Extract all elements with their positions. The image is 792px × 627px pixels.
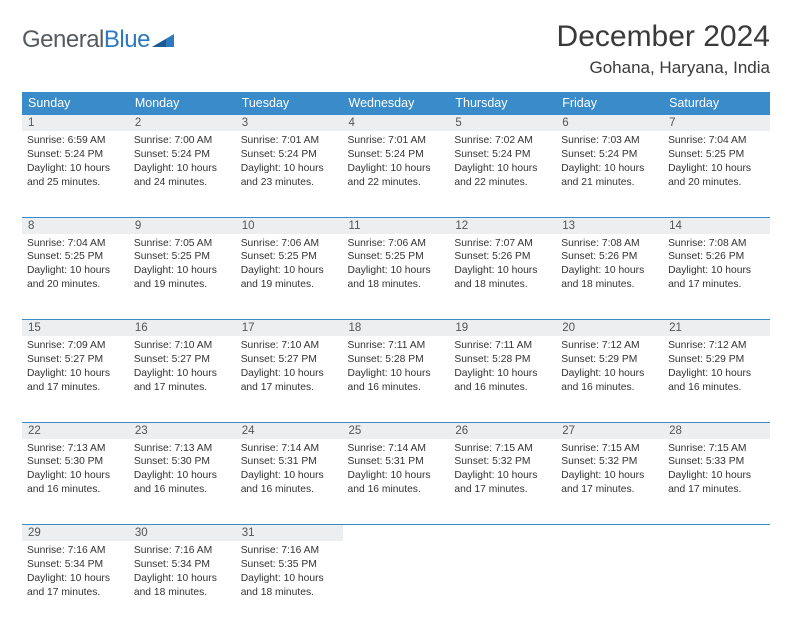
day-content-cell: Sunrise: 7:02 AMSunset: 5:24 PMDaylight:… [449,131,556,217]
day-number-cell: 11 [343,217,450,234]
day-header: Wednesday [343,92,450,115]
day-number-cell: 21 [663,320,770,337]
logo-text-blue: Blue [104,26,150,53]
day-header: Tuesday [236,92,343,115]
day-content-cell: Sunrise: 7:15 AMSunset: 5:33 PMDaylight:… [663,439,770,525]
header: GeneralBlue December 2024 Gohana, Haryan… [22,20,770,78]
day-number-cell: 22 [22,422,129,439]
day-content-cell: Sunrise: 7:13 AMSunset: 5:30 PMDaylight:… [129,439,236,525]
day-number-cell: 17 [236,320,343,337]
day-content-cell [343,541,450,627]
day-number-cell: 10 [236,217,343,234]
day-content-cell: Sunrise: 7:05 AMSunset: 5:25 PMDaylight:… [129,234,236,320]
day-number-cell: 26 [449,422,556,439]
day-number-cell: 19 [449,320,556,337]
day-number-cell [449,525,556,542]
day-content-cell: Sunrise: 7:16 AMSunset: 5:35 PMDaylight:… [236,541,343,627]
day-header: Thursday [449,92,556,115]
day-content-cell: Sunrise: 7:08 AMSunset: 5:26 PMDaylight:… [663,234,770,320]
day-content-cell: Sunrise: 7:11 AMSunset: 5:28 PMDaylight:… [343,336,450,422]
day-number-cell: 7 [663,115,770,132]
day-number-cell: 23 [129,422,236,439]
day-number-row: 15161718192021 [22,320,770,337]
day-content-cell [449,541,556,627]
day-content-cell: Sunrise: 7:11 AMSunset: 5:28 PMDaylight:… [449,336,556,422]
day-content-cell: Sunrise: 7:16 AMSunset: 5:34 PMDaylight:… [129,541,236,627]
logo-text: GeneralBlue [22,26,150,54]
day-content-cell: Sunrise: 7:03 AMSunset: 5:24 PMDaylight:… [556,131,663,217]
day-content-cell: Sunrise: 7:04 AMSunset: 5:25 PMDaylight:… [663,131,770,217]
day-content-row: Sunrise: 7:16 AMSunset: 5:34 PMDaylight:… [22,541,770,627]
day-content-cell [556,541,663,627]
day-number-cell: 29 [22,525,129,542]
day-number-cell: 2 [129,115,236,132]
month-title: December 2024 [557,20,770,54]
day-content-cell [663,541,770,627]
day-number-row: 293031 [22,525,770,542]
day-content-cell: Sunrise: 7:15 AMSunset: 5:32 PMDaylight:… [449,439,556,525]
day-number-cell: 9 [129,217,236,234]
logo-triangle-icon [152,31,176,49]
day-number-cell: 3 [236,115,343,132]
day-content-cell: Sunrise: 7:10 AMSunset: 5:27 PMDaylight:… [129,336,236,422]
day-content-cell: Sunrise: 7:07 AMSunset: 5:26 PMDaylight:… [449,234,556,320]
day-content-cell: Sunrise: 7:16 AMSunset: 5:34 PMDaylight:… [22,541,129,627]
day-content-cell: Sunrise: 7:01 AMSunset: 5:24 PMDaylight:… [236,131,343,217]
day-header: Monday [129,92,236,115]
logo: GeneralBlue [22,26,176,54]
day-content-cell: Sunrise: 7:14 AMSunset: 5:31 PMDaylight:… [343,439,450,525]
day-number-row: 1234567 [22,115,770,132]
location: Gohana, Haryana, India [557,58,770,78]
day-number-cell: 8 [22,217,129,234]
day-content-cell: Sunrise: 7:15 AMSunset: 5:32 PMDaylight:… [556,439,663,525]
day-content-cell: Sunrise: 7:00 AMSunset: 5:24 PMDaylight:… [129,131,236,217]
day-number-row: 22232425262728 [22,422,770,439]
day-content-cell: Sunrise: 7:01 AMSunset: 5:24 PMDaylight:… [343,131,450,217]
day-content-cell: Sunrise: 7:14 AMSunset: 5:31 PMDaylight:… [236,439,343,525]
day-content-cell: Sunrise: 7:12 AMSunset: 5:29 PMDaylight:… [556,336,663,422]
day-number-row: 891011121314 [22,217,770,234]
day-content-cell: Sunrise: 7:09 AMSunset: 5:27 PMDaylight:… [22,336,129,422]
day-number-cell: 12 [449,217,556,234]
day-number-cell: 24 [236,422,343,439]
day-content-cell: Sunrise: 7:12 AMSunset: 5:29 PMDaylight:… [663,336,770,422]
calendar-table: SundayMondayTuesdayWednesdayThursdayFrid… [22,92,770,627]
day-number-cell: 18 [343,320,450,337]
day-content-cell: Sunrise: 7:08 AMSunset: 5:26 PMDaylight:… [556,234,663,320]
day-number-cell [343,525,450,542]
day-number-cell: 14 [663,217,770,234]
day-number-cell: 1 [22,115,129,132]
day-content-row: Sunrise: 6:59 AMSunset: 5:24 PMDaylight:… [22,131,770,217]
logo-text-general: General [22,26,104,53]
day-content-cell: Sunrise: 6:59 AMSunset: 5:24 PMDaylight:… [22,131,129,217]
day-number-cell: 20 [556,320,663,337]
day-header: Saturday [663,92,770,115]
day-content-row: Sunrise: 7:13 AMSunset: 5:30 PMDaylight:… [22,439,770,525]
day-number-cell: 15 [22,320,129,337]
day-number-cell: 16 [129,320,236,337]
day-number-cell: 28 [663,422,770,439]
day-number-cell: 6 [556,115,663,132]
day-content-cell: Sunrise: 7:13 AMSunset: 5:30 PMDaylight:… [22,439,129,525]
day-content-row: Sunrise: 7:09 AMSunset: 5:27 PMDaylight:… [22,336,770,422]
day-number-cell: 13 [556,217,663,234]
title-block: December 2024 Gohana, Haryana, India [557,20,770,78]
day-number-cell [556,525,663,542]
day-number-cell: 5 [449,115,556,132]
day-number-cell: 25 [343,422,450,439]
day-number-cell [663,525,770,542]
day-header: Friday [556,92,663,115]
day-number-cell: 4 [343,115,450,132]
day-content-cell: Sunrise: 7:10 AMSunset: 5:27 PMDaylight:… [236,336,343,422]
day-number-cell: 31 [236,525,343,542]
day-content-cell: Sunrise: 7:04 AMSunset: 5:25 PMDaylight:… [22,234,129,320]
day-header-row: SundayMondayTuesdayWednesdayThursdayFrid… [22,92,770,115]
day-number-cell: 27 [556,422,663,439]
day-header: Sunday [22,92,129,115]
day-content-cell: Sunrise: 7:06 AMSunset: 5:25 PMDaylight:… [343,234,450,320]
day-content-cell: Sunrise: 7:06 AMSunset: 5:25 PMDaylight:… [236,234,343,320]
day-content-row: Sunrise: 7:04 AMSunset: 5:25 PMDaylight:… [22,234,770,320]
day-number-cell: 30 [129,525,236,542]
